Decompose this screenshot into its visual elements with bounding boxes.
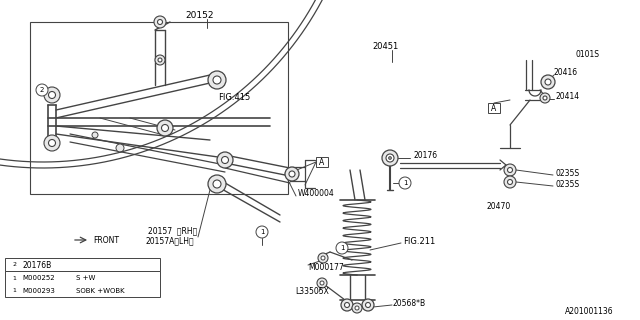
Text: A: A	[319, 157, 324, 166]
Circle shape	[504, 164, 516, 176]
Bar	[316, 157, 328, 167]
Text: 1: 1	[340, 245, 344, 251]
Circle shape	[161, 124, 168, 132]
Circle shape	[157, 120, 173, 136]
Text: A201001136: A201001136	[565, 308, 614, 316]
Circle shape	[321, 256, 325, 260]
Circle shape	[8, 285, 19, 297]
Circle shape	[318, 253, 328, 263]
Text: 20416: 20416	[554, 68, 578, 76]
Text: W400004: W400004	[298, 188, 335, 197]
Text: 2: 2	[12, 262, 16, 268]
Circle shape	[92, 132, 98, 138]
Circle shape	[208, 175, 226, 193]
Text: 20152: 20152	[185, 11, 214, 20]
Circle shape	[362, 299, 374, 311]
Circle shape	[508, 167, 513, 172]
Circle shape	[317, 278, 327, 288]
Circle shape	[399, 177, 411, 189]
Circle shape	[508, 180, 513, 185]
Circle shape	[213, 76, 221, 84]
Circle shape	[116, 144, 124, 152]
Circle shape	[336, 242, 348, 254]
Circle shape	[157, 20, 163, 25]
Text: 0235S: 0235S	[555, 169, 579, 178]
Circle shape	[540, 93, 550, 103]
Circle shape	[365, 302, 371, 308]
Text: 1: 1	[260, 229, 264, 235]
Circle shape	[386, 154, 394, 162]
Circle shape	[155, 55, 165, 65]
Bar	[5, 258, 160, 271]
Circle shape	[256, 226, 268, 238]
Text: 0235S: 0235S	[555, 180, 579, 188]
Circle shape	[49, 92, 56, 99]
Circle shape	[49, 140, 56, 147]
Circle shape	[44, 135, 60, 151]
Text: 20568*B: 20568*B	[392, 299, 425, 308]
Text: 1: 1	[12, 276, 16, 281]
Bar	[488, 103, 500, 113]
Circle shape	[289, 171, 295, 177]
Circle shape	[8, 273, 19, 284]
Text: L33505X: L33505X	[295, 287, 329, 297]
Text: SOBK +WOBK: SOBK +WOBK	[76, 288, 125, 294]
Text: 1: 1	[403, 180, 407, 186]
Text: 20176: 20176	[413, 150, 437, 159]
Circle shape	[36, 84, 48, 96]
Circle shape	[8, 260, 19, 270]
Text: 20451: 20451	[372, 42, 398, 51]
Text: 20176B: 20176B	[22, 260, 51, 269]
Circle shape	[355, 306, 359, 310]
Text: 2: 2	[40, 87, 44, 93]
Circle shape	[388, 156, 392, 159]
Text: M000177: M000177	[308, 263, 344, 273]
Circle shape	[504, 176, 516, 188]
Text: 1: 1	[12, 289, 16, 293]
Text: M000252: M000252	[22, 275, 54, 281]
Text: A: A	[492, 103, 497, 113]
Text: 20157A〈LH〉: 20157A〈LH〉	[145, 236, 194, 245]
Circle shape	[285, 167, 299, 181]
Circle shape	[541, 75, 555, 89]
Circle shape	[344, 302, 349, 308]
Text: FRONT: FRONT	[93, 236, 119, 244]
Bar	[5, 271, 160, 297]
Circle shape	[545, 79, 551, 85]
Text: 20414: 20414	[556, 92, 580, 100]
Circle shape	[44, 87, 60, 103]
Circle shape	[208, 71, 226, 89]
Circle shape	[382, 150, 398, 166]
Circle shape	[217, 152, 233, 168]
Circle shape	[341, 299, 353, 311]
Circle shape	[158, 58, 162, 62]
Bar	[30, 22, 288, 194]
Text: M000293: M000293	[22, 288, 55, 294]
Text: 0101S: 0101S	[575, 50, 599, 59]
Circle shape	[320, 281, 324, 285]
Text: S +W: S +W	[76, 275, 95, 281]
Circle shape	[154, 16, 166, 28]
Circle shape	[213, 180, 221, 188]
Circle shape	[221, 156, 228, 164]
Circle shape	[543, 96, 547, 100]
Text: FIG.415: FIG.415	[218, 92, 250, 101]
Text: FIG.211: FIG.211	[403, 236, 435, 245]
Text: 20157  〈RH〉: 20157 〈RH〉	[148, 227, 197, 236]
Text: 20470: 20470	[486, 202, 510, 211]
Circle shape	[352, 303, 362, 313]
